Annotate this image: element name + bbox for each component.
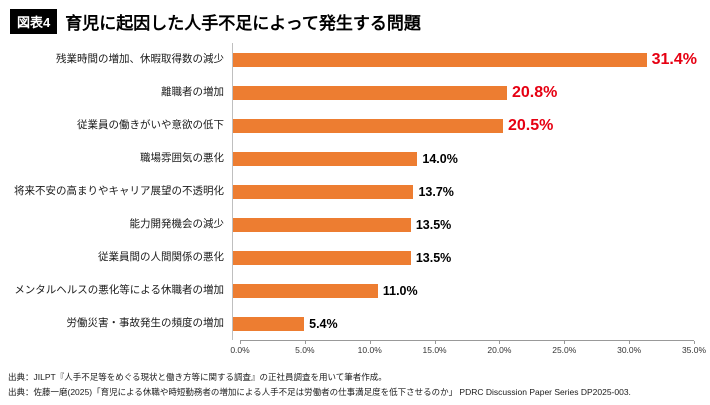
bar-track: 14.0% — [232, 142, 694, 175]
bar — [233, 118, 503, 133]
source-line-2: 出典：佐藤一磨(2025)「育児による休職や時短勤務者の増加による人手不足は労働… — [8, 387, 631, 398]
x-tick-label: 30.0% — [617, 345, 642, 355]
bar — [233, 316, 305, 331]
chart-rows: 残業時間の増加、休暇取得数の減少 31.4% 離職者の増加 20.8% 従業員の働きがい… — [10, 43, 697, 340]
bar — [233, 250, 411, 265]
bar-track: 20.5% — [232, 109, 694, 142]
chart-row: 労働災害・事故発生の頻度の増加 5.4% — [10, 307, 694, 340]
page-title: 育児に起因した人手不足によって発生する問題 — [65, 14, 421, 33]
x-tick-mark — [304, 341, 306, 344]
value-label: 31.4% — [651, 50, 697, 68]
bar — [233, 85, 507, 100]
chart-row: 職場雰囲気の悪化 14.0% — [10, 142, 694, 175]
category-label: 能力開発機会の減少 — [129, 218, 225, 231]
bar — [233, 217, 411, 232]
category-label: 職場雰囲気の悪化 — [140, 152, 224, 165]
x-tick-mark — [564, 341, 566, 344]
x-tick-label: 10.0% — [357, 345, 382, 355]
value-label: 20.8% — [511, 83, 558, 101]
bar — [233, 151, 418, 166]
chart-row: メンタルヘルスの悪化等による休職者の増加 11.0% — [10, 274, 694, 307]
value-label: 5.4% — [309, 316, 338, 331]
category-label: 残業時間の増加、休暇取得数の減少 — [56, 53, 224, 66]
bar-track: 13.5% — [232, 208, 694, 241]
bar-track: 13.7% — [232, 175, 694, 208]
chart-header: 図表4 育児に起因した人手不足によって発生する問題 — [0, 0, 710, 39]
category-label: 離職者の増加 — [161, 86, 224, 99]
x-tick-label: 35.0% — [681, 345, 707, 355]
figure-badge: 図表4 — [10, 9, 58, 34]
chart-row: 離職者の増加 20.8% — [10, 76, 694, 109]
bar-track: 20.8% — [232, 76, 694, 109]
bar — [233, 283, 378, 298]
value-label: 13.5% — [415, 217, 452, 232]
value-label: 13.7% — [418, 184, 454, 199]
x-tick-mark — [629, 341, 631, 344]
x-axis: 0.0% 5.0% 10.0% 15.0% 20.0% 25.0% 30.0% 35.0% — [230, 340, 706, 358]
category-label: 従業員の働きがいや意欲の低下 — [77, 119, 224, 132]
bar-track: 11.0% — [232, 274, 694, 307]
x-tick-label: 15.0% — [422, 345, 447, 355]
x-tick-label: 25.0% — [552, 345, 577, 355]
source-notes: 出典：JILPT『人手不足等をめぐる現状と働き方等に関する調査』の正社員調査を用… — [0, 358, 710, 401]
value-label: 14.0% — [422, 151, 458, 166]
x-tick-label: 20.0% — [487, 345, 512, 355]
bar — [233, 52, 647, 67]
bar-track: 13.5% — [232, 241, 694, 274]
chart-row: 将来不安の高まりやキャリア展望の不透明化 13.7% — [10, 175, 694, 208]
category-label: 従業員間の人間関係の悪化 — [98, 251, 224, 264]
x-tick-mark — [369, 341, 371, 344]
bar — [233, 184, 414, 199]
x-tick-mark — [434, 341, 436, 344]
bar-track: 5.4% — [232, 307, 694, 340]
value-label: 11.0% — [382, 283, 418, 298]
category-label: 労働災害・事故発生の頻度の増加 — [66, 317, 225, 330]
value-label: 13.5% — [415, 250, 452, 265]
chart-row: 残業時間の増加、休暇取得数の減少 31.4% — [10, 43, 697, 76]
category-label: 将来不安の高まりやキャリア展望の不透明化 — [14, 185, 224, 198]
bar-chart: 残業時間の増加、休暇取得数の減少 31.4% 離職者の増加 20.8% 従業員の働きがい… — [0, 39, 710, 358]
chart-row: 従業員の働きがいや意欲の低下 20.5% — [10, 109, 694, 142]
category-label: メンタルヘルスの悪化等による休職者の増加 — [14, 284, 224, 297]
x-tick-label: 0.0% — [230, 345, 250, 355]
source-line-1: 出典：JILPT『人手不足等をめぐる現状と働き方等に関する調査』の正社員調査を用… — [8, 372, 387, 382]
x-tick-mark — [240, 341, 241, 344]
x-tick-mark — [499, 341, 501, 344]
chart-row: 能力開発機会の減少 13.5% — [10, 208, 694, 241]
x-tick-label: 5.0% — [295, 345, 315, 355]
bar-track: 31.4% — [232, 43, 697, 76]
x-tick-mark — [694, 341, 695, 344]
value-label: 20.5% — [508, 116, 554, 134]
chart-row: 従業員間の人間関係の悪化 13.5% — [10, 241, 694, 274]
